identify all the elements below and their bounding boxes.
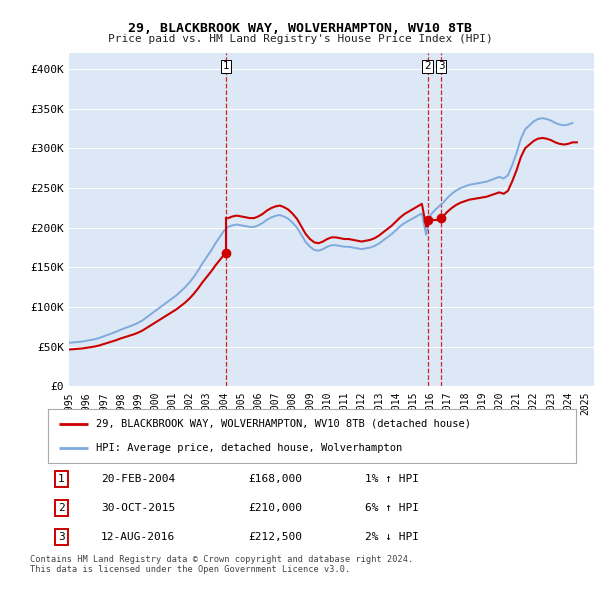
Text: 6% ↑ HPI: 6% ↑ HPI	[365, 503, 419, 513]
Text: Contains HM Land Registry data © Crown copyright and database right 2024.
This d: Contains HM Land Registry data © Crown c…	[30, 555, 413, 574]
Text: 29, BLACKBROOK WAY, WOLVERHAMPTON, WV10 8TB: 29, BLACKBROOK WAY, WOLVERHAMPTON, WV10 …	[128, 22, 472, 35]
Text: 2% ↓ HPI: 2% ↓ HPI	[365, 532, 419, 542]
Text: 1: 1	[223, 61, 229, 71]
Text: £210,000: £210,000	[248, 503, 302, 513]
Text: 29, BLACKBROOK WAY, WOLVERHAMPTON, WV10 8TB (detached house): 29, BLACKBROOK WAY, WOLVERHAMPTON, WV10 …	[95, 418, 470, 428]
Text: Price paid vs. HM Land Registry's House Price Index (HPI): Price paid vs. HM Land Registry's House …	[107, 34, 493, 44]
Text: 3: 3	[58, 532, 65, 542]
Text: 2: 2	[424, 61, 431, 71]
Text: 30-OCT-2015: 30-OCT-2015	[101, 503, 175, 513]
Text: 1% ↑ HPI: 1% ↑ HPI	[365, 474, 419, 484]
Text: £212,500: £212,500	[248, 532, 302, 542]
Text: £168,000: £168,000	[248, 474, 302, 484]
Text: 2: 2	[58, 503, 65, 513]
Text: HPI: Average price, detached house, Wolverhampton: HPI: Average price, detached house, Wolv…	[95, 444, 402, 454]
Text: 3: 3	[438, 61, 445, 71]
Text: 1: 1	[58, 474, 65, 484]
Text: 12-AUG-2016: 12-AUG-2016	[101, 532, 175, 542]
Text: 20-FEB-2004: 20-FEB-2004	[101, 474, 175, 484]
